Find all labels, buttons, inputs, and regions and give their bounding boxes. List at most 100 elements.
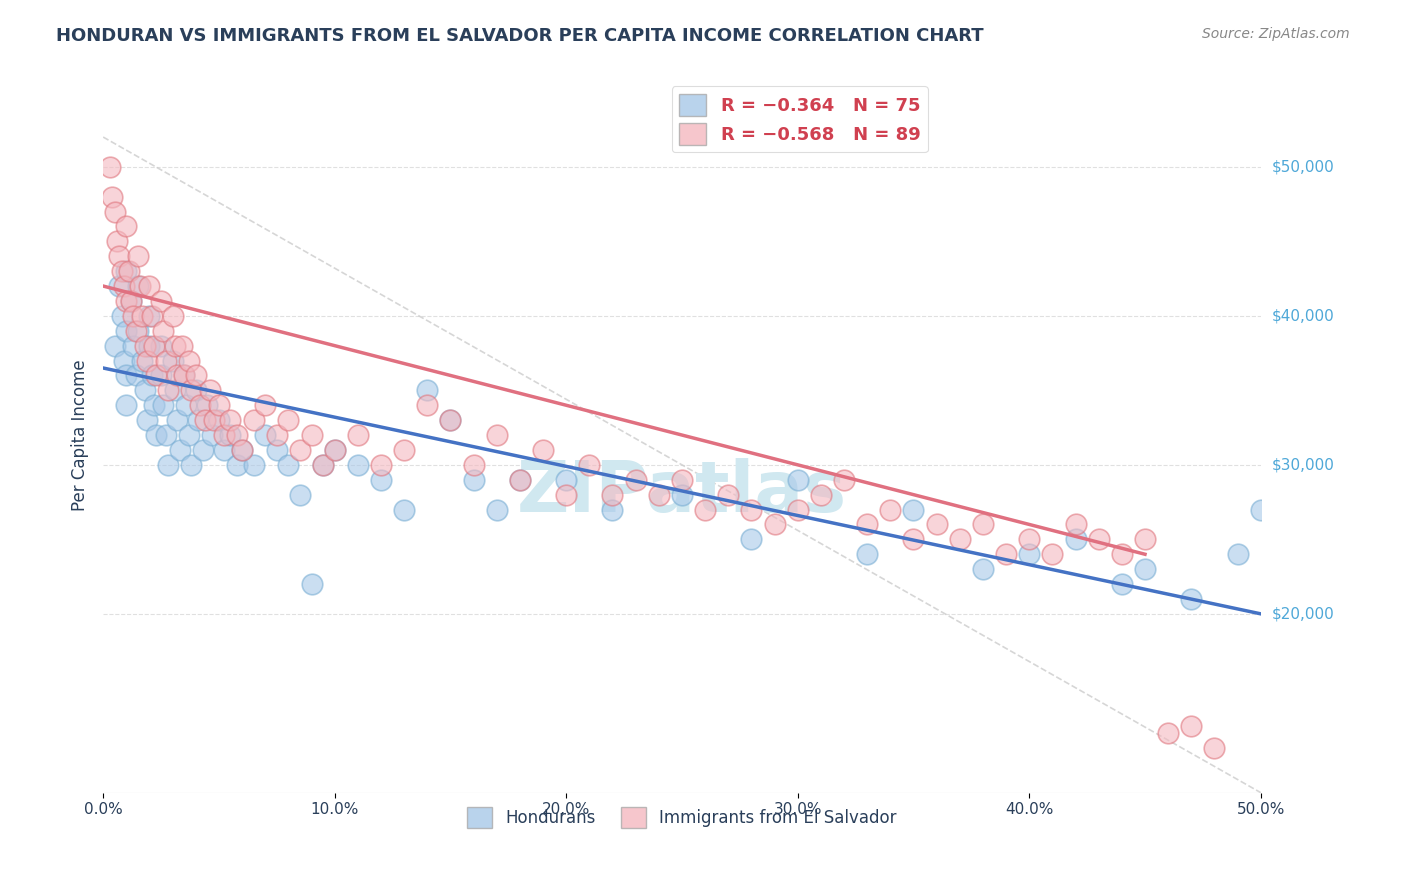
Point	[693, 502, 716, 516]
Point	[201, 428, 224, 442]
Point	[231, 442, 253, 457]
Point	[141, 368, 163, 383]
Point	[208, 398, 231, 412]
Point	[1042, 547, 1064, 561]
Point	[509, 473, 531, 487]
Point	[202, 413, 225, 427]
Point	[879, 502, 901, 516]
Point	[288, 488, 311, 502]
Point	[416, 384, 439, 398]
Point	[972, 562, 994, 576]
Point	[254, 428, 277, 442]
Text: $50,000: $50,000	[1272, 160, 1334, 174]
Point	[145, 368, 167, 383]
Point	[131, 353, 153, 368]
Point	[1018, 533, 1040, 547]
Point	[155, 353, 177, 368]
Point	[194, 413, 217, 427]
Point	[170, 338, 193, 352]
Point	[111, 264, 134, 278]
Text: HONDURAN VS IMMIGRANTS FROM EL SALVADOR PER CAPITA INCOME CORRELATION CHART: HONDURAN VS IMMIGRANTS FROM EL SALVADOR …	[56, 27, 984, 45]
Point	[972, 517, 994, 532]
Point	[1157, 726, 1180, 740]
Point	[127, 279, 149, 293]
Point	[1018, 547, 1040, 561]
Point	[740, 502, 762, 516]
Point	[166, 413, 188, 427]
Point	[485, 502, 508, 516]
Point	[180, 384, 202, 398]
Point	[156, 458, 179, 472]
Point	[1064, 533, 1087, 547]
Point	[122, 338, 145, 352]
Point	[143, 338, 166, 352]
Point	[1111, 547, 1133, 561]
Point	[995, 547, 1018, 561]
Point	[111, 309, 134, 323]
Point	[242, 413, 264, 427]
Point	[288, 442, 311, 457]
Point	[104, 204, 127, 219]
Point	[173, 368, 195, 383]
Point	[150, 293, 173, 308]
Point	[717, 488, 740, 502]
Point	[925, 517, 948, 532]
Point	[115, 398, 138, 412]
Point	[138, 279, 160, 293]
Point	[671, 473, 693, 487]
Point	[1180, 591, 1202, 606]
Point	[786, 473, 808, 487]
Point	[301, 577, 323, 591]
Point	[323, 442, 346, 457]
Point	[810, 488, 832, 502]
Point	[198, 384, 221, 398]
Point	[190, 398, 212, 412]
Point	[156, 384, 179, 398]
Point	[949, 533, 972, 547]
Point	[115, 264, 138, 278]
Point	[191, 442, 214, 457]
Y-axis label: Per Capita Income: Per Capita Income	[72, 359, 89, 511]
Point	[277, 458, 299, 472]
Point	[163, 338, 186, 352]
Point	[122, 309, 145, 323]
Point	[108, 279, 131, 293]
Point	[1250, 502, 1272, 516]
Point	[463, 458, 485, 472]
Point	[463, 473, 485, 487]
Point	[346, 458, 368, 472]
Point	[176, 398, 198, 412]
Point	[127, 324, 149, 338]
Point	[138, 338, 160, 352]
Point	[485, 428, 508, 442]
Point	[832, 473, 855, 487]
Point	[786, 502, 808, 516]
Point	[108, 249, 131, 263]
Point	[166, 368, 188, 383]
Point	[312, 458, 335, 472]
Point	[180, 458, 202, 472]
Point	[903, 502, 925, 516]
Text: Source: ZipAtlas.com: Source: ZipAtlas.com	[1202, 27, 1350, 41]
Point	[115, 324, 138, 338]
Text: $20,000: $20,000	[1272, 607, 1334, 622]
Point	[208, 413, 231, 427]
Point	[141, 309, 163, 323]
Point	[1111, 577, 1133, 591]
Point	[323, 442, 346, 457]
Point	[120, 293, 142, 308]
Point	[112, 353, 135, 368]
Point	[648, 488, 671, 502]
Point	[134, 384, 156, 398]
Point	[143, 398, 166, 412]
Point	[555, 473, 578, 487]
Text: $30,000: $30,000	[1272, 458, 1334, 473]
Point	[136, 413, 159, 427]
Point	[127, 249, 149, 263]
Point	[105, 235, 128, 249]
Point	[254, 398, 277, 412]
Point	[134, 338, 156, 352]
Text: ZIPatlas: ZIPatlas	[517, 458, 846, 527]
Point	[112, 279, 135, 293]
Point	[101, 189, 124, 203]
